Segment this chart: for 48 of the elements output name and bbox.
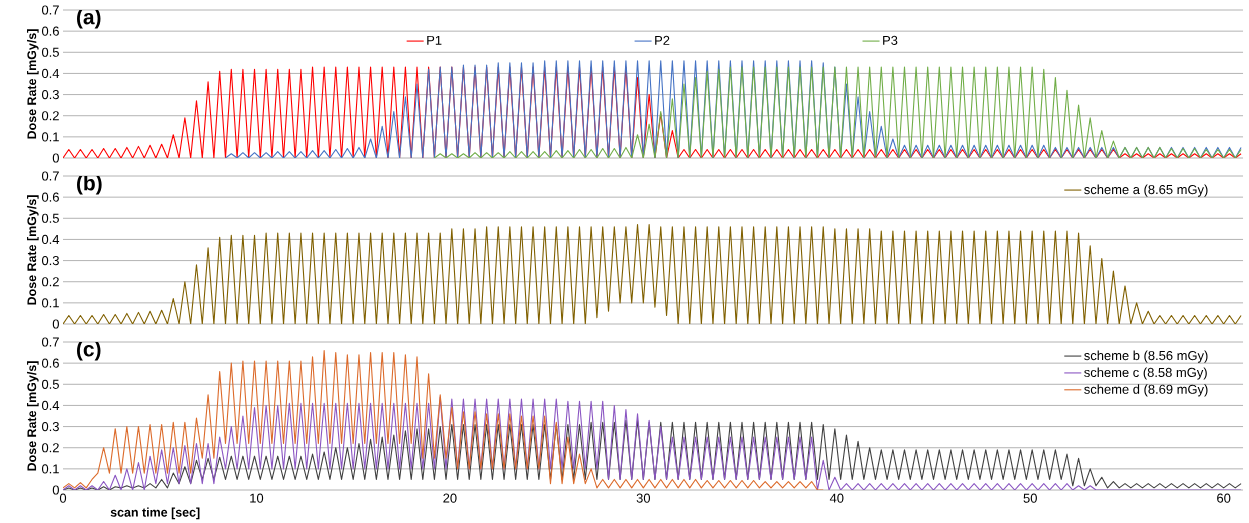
y-tick-label: 0.7 xyxy=(41,171,59,181)
legend-label: P3 xyxy=(883,35,898,45)
y-tick-label: 0.3 xyxy=(41,255,59,266)
legend-label: scheme a (8.65 mGy) xyxy=(1084,184,1208,197)
y-tick-label: 0.6 xyxy=(41,192,59,202)
line-series xyxy=(433,66,1242,158)
y-tick-label: 0.7 xyxy=(41,5,59,15)
legend-label: scheme d (8.69 mGy) xyxy=(1084,384,1208,397)
x-tick-label: 0 xyxy=(59,493,67,503)
y-tick-label: 0.2 xyxy=(41,443,59,453)
x-tick-label: 60 xyxy=(1217,493,1231,503)
x-tick-label: 20 xyxy=(443,493,457,503)
y-tick-label: 0.1 xyxy=(41,132,59,142)
y-tick-label: 0.5 xyxy=(41,213,59,223)
y-tick-label: 0.5 xyxy=(41,379,59,389)
x-tick-label: 40 xyxy=(829,493,844,503)
y-tick-label: 0.4 xyxy=(41,234,60,245)
y-tick-label: 0.7 xyxy=(41,337,59,347)
legend-label: P2 xyxy=(655,35,670,45)
x-tick-label: 30 xyxy=(636,493,651,503)
chart-title: (c) xyxy=(77,341,101,361)
line-series xyxy=(63,419,1242,491)
x-tick-label: 50 xyxy=(1023,493,1037,503)
y-tick-label: 0 xyxy=(52,485,59,495)
legend-label: P1 xyxy=(427,35,442,45)
y-tick-label: 0.4 xyxy=(41,68,60,79)
y-tick-label: 0 xyxy=(52,319,59,329)
y-tick-label: 0.1 xyxy=(41,298,59,308)
y-axis-title: Dose Rate [mGy/s] xyxy=(27,29,39,139)
chart-title: (a) xyxy=(77,9,101,29)
y-tick-label: 0.3 xyxy=(41,421,59,432)
legend-label: scheme c (8.58 mGy) xyxy=(1084,367,1207,380)
y-tick-label: 0.1 xyxy=(41,464,59,474)
y-axis-title: Dose Rate [mGy/s] xyxy=(27,195,39,305)
y-axis-title: Dose Rate [mGy/s] xyxy=(27,361,39,471)
y-tick-label: 0.6 xyxy=(41,358,59,368)
legend-label: scheme b (8.56 mGy) xyxy=(1084,350,1208,363)
line-series xyxy=(63,224,1242,324)
y-tick-label: 0.6 xyxy=(41,26,59,36)
y-tick-label: 0.2 xyxy=(41,277,59,287)
x-axis-title: scan time [sec] xyxy=(110,507,200,520)
y-tick-label: 0.4 xyxy=(41,400,60,411)
y-tick-label: 0.5 xyxy=(41,47,59,57)
chart-title: (b) xyxy=(77,175,102,195)
y-tick-label: 0 xyxy=(52,153,59,163)
y-tick-label: 0.2 xyxy=(41,111,59,121)
y-tick-label: 0.3 xyxy=(41,89,59,100)
x-tick-label: 10 xyxy=(250,493,264,503)
